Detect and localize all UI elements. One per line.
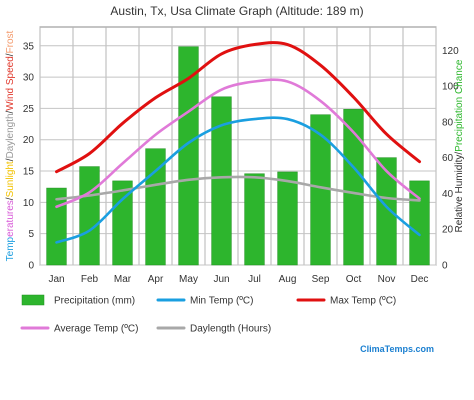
legend-label: Max Temp (ºC) bbox=[330, 296, 396, 307]
legend-swatch-precipitation bbox=[21, 294, 45, 306]
left-tick-label: 30 bbox=[23, 73, 35, 84]
month-label: Apr bbox=[148, 274, 164, 285]
month-label: Dec bbox=[411, 274, 429, 285]
right-axis-label-part: / bbox=[454, 152, 465, 155]
left-tick-label: 5 bbox=[28, 229, 34, 240]
month-label: May bbox=[179, 274, 198, 285]
left-axis-label-part: Temp bbox=[5, 236, 16, 261]
month-label: Sep bbox=[312, 274, 330, 285]
precipitation-bar bbox=[145, 148, 166, 266]
left-tick-label: 10 bbox=[23, 198, 35, 209]
left-axis-label-part: eratures bbox=[5, 200, 16, 237]
precipitation-bar bbox=[79, 166, 100, 266]
min-temp-line bbox=[55, 116, 421, 244]
legend-label: Daylength (Hours) bbox=[190, 324, 271, 335]
right-tick-label: 80 bbox=[442, 117, 454, 128]
right-axis-label-part: Relative Humidity bbox=[454, 155, 465, 233]
left-axis-label-part: Frost bbox=[5, 30, 16, 53]
left-axis-label: Temperatures/Sunlight/Daylength/Wind Spe… bbox=[5, 30, 16, 261]
left-tick-label: 20 bbox=[23, 135, 35, 146]
right-tick-label: 60 bbox=[442, 153, 454, 164]
right-tick-label: 0 bbox=[442, 261, 448, 272]
precipitation-bar bbox=[376, 157, 397, 266]
left-tick-label: 0 bbox=[28, 261, 34, 272]
month-label: Nov bbox=[378, 274, 396, 285]
precipitation-bar bbox=[409, 180, 430, 266]
left-tick-label: 25 bbox=[23, 104, 35, 115]
month-label: Feb bbox=[81, 274, 99, 285]
precipitation-bar bbox=[277, 171, 298, 266]
legend-label: Average Temp (ºC) bbox=[54, 324, 138, 335]
left-axis-label-part: / bbox=[5, 110, 16, 113]
brand-label: ClimaTemps.com bbox=[360, 344, 434, 354]
chart-title: Austin, Tx, Usa Climate Graph (Altitude:… bbox=[110, 4, 363, 18]
month-label: Oct bbox=[346, 274, 362, 285]
precipitation-bar bbox=[343, 109, 364, 266]
right-tick-label: 120 bbox=[442, 46, 459, 57]
month-label: Jan bbox=[48, 274, 64, 285]
daylength-line bbox=[55, 175, 421, 202]
left-tick-label: 35 bbox=[23, 41, 35, 52]
left-axis-label-part: Wind Speed bbox=[5, 56, 16, 110]
precipitation-bar bbox=[211, 96, 232, 266]
precipitation-bar bbox=[244, 173, 265, 266]
left-tick-label: 15 bbox=[23, 167, 35, 178]
month-label: Jun bbox=[213, 274, 229, 285]
precipitation-bar bbox=[46, 187, 67, 266]
left-axis-label-part: / bbox=[5, 197, 16, 200]
average-temp-line bbox=[55, 78, 421, 209]
month-label: Jul bbox=[248, 274, 261, 285]
precipitation-bar bbox=[112, 180, 133, 266]
right-axis-label-part: Precipitation Chance bbox=[454, 59, 465, 152]
left-axis-label-part: / bbox=[5, 53, 16, 56]
right-tick-label: 40 bbox=[442, 189, 454, 200]
right-tick-label: 100 bbox=[442, 82, 459, 93]
max-temp-line bbox=[55, 41, 421, 174]
month-label: Mar bbox=[114, 274, 132, 285]
left-axis-label-part: Sunlight bbox=[5, 161, 16, 197]
left-axis-label-part: Daylength bbox=[5, 113, 16, 158]
left-axis-label-part: / bbox=[5, 158, 16, 161]
legend-label: Min Temp (ºC) bbox=[190, 296, 253, 307]
right-tick-label: 20 bbox=[442, 225, 454, 236]
right-axis-label: Relative Humidity/Precipitation Chance bbox=[454, 59, 465, 232]
plot-area: 0 5 10 15 20 25 30 35 0 20 40 60 80 100 120 Jan Feb Mar Ap… bbox=[5, 26, 465, 335]
legend-label: Precipitation (mm) bbox=[54, 296, 135, 307]
month-label: Aug bbox=[279, 274, 297, 285]
precipitation-bar bbox=[178, 46, 199, 266]
